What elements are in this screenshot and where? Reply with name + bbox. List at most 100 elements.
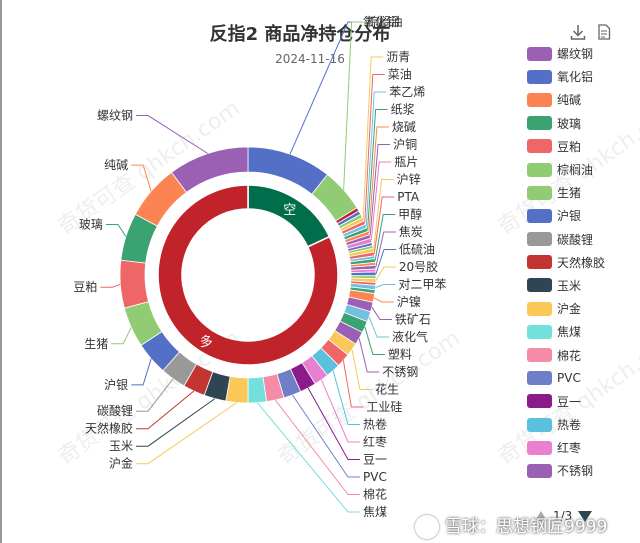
slice-label: PTA bbox=[397, 190, 420, 204]
slice-label: 玻璃 bbox=[79, 217, 103, 231]
leader-line bbox=[375, 266, 396, 281]
legend-item[interactable]: 棉花 bbox=[527, 343, 637, 366]
leader-line bbox=[136, 115, 209, 154]
slice-label: 不锈钢 bbox=[382, 365, 418, 379]
legend-item[interactable]: 生猪 bbox=[527, 181, 637, 204]
legend-item[interactable]: 天然橡胶 bbox=[527, 251, 637, 274]
legend-item[interactable]: 螺纹钢 bbox=[527, 42, 637, 65]
slice-label: 焦煤 bbox=[363, 505, 387, 519]
slice-label: 焦炭 bbox=[399, 225, 423, 239]
slice-label: 沪锌 bbox=[397, 173, 421, 187]
legend-item[interactable]: 氧化铝 bbox=[527, 65, 637, 88]
slice-label: 棉花 bbox=[363, 487, 387, 502]
slice-label: 天然橡胶 bbox=[85, 421, 133, 436]
brand-watermark: 雪球：思想钢匠9999 bbox=[415, 512, 607, 539]
leader-line bbox=[371, 306, 392, 320]
leader-line bbox=[320, 379, 360, 443]
chart-subtitle: 2024-11-16 bbox=[275, 52, 345, 66]
outer-slice[interactable] bbox=[119, 259, 149, 309]
inner-slice-long[interactable] bbox=[157, 184, 339, 366]
leader-line bbox=[292, 394, 360, 478]
legend-swatch bbox=[527, 162, 552, 177]
leader-line bbox=[105, 223, 127, 237]
slice-label: 沥青 bbox=[386, 50, 410, 64]
leader-line bbox=[364, 326, 385, 355]
legend-item[interactable]: 不锈钢 bbox=[527, 459, 637, 482]
slice-label: 纸浆 bbox=[391, 102, 415, 117]
slice-label: 花生 bbox=[375, 382, 399, 397]
leader-line bbox=[370, 161, 392, 241]
document-icon[interactable] bbox=[596, 24, 612, 40]
legend-item[interactable]: PVC bbox=[527, 367, 637, 390]
legend-item[interactable]: 豆一 bbox=[527, 390, 637, 413]
leader-line bbox=[136, 390, 195, 430]
leader-line bbox=[374, 214, 396, 261]
slice-label: 对二甲苯 bbox=[398, 278, 446, 292]
leader-line bbox=[375, 231, 396, 268]
slice-label: 瓶片 bbox=[394, 155, 418, 169]
legend-item[interactable]: 豆粕 bbox=[527, 135, 637, 158]
chart-toolbar bbox=[570, 24, 612, 40]
inner-slice-label: 多 bbox=[200, 334, 213, 350]
slice-label: 烧碱 bbox=[392, 120, 416, 134]
legend-page: 1/3 bbox=[553, 509, 573, 523]
legend-item[interactable]: 纯碱 bbox=[527, 88, 637, 111]
legend-label: PVC bbox=[557, 371, 581, 386]
leader-line bbox=[136, 398, 216, 447]
legend-swatch bbox=[527, 440, 552, 455]
snowball-logo-icon bbox=[415, 515, 439, 539]
legend-item[interactable]: 玻璃 bbox=[527, 112, 637, 135]
leader-line bbox=[375, 249, 396, 275]
legend-label: 碳酸锂 bbox=[557, 232, 594, 247]
legend-label: 纯碱 bbox=[557, 93, 582, 108]
slice-label: 碳酸锂 bbox=[97, 403, 133, 418]
legend-label: 生猪 bbox=[557, 186, 582, 201]
legend-swatch bbox=[527, 46, 552, 61]
legend-item[interactable]: 棕榈油 bbox=[527, 158, 637, 181]
slice-label: 低硫油 bbox=[399, 242, 435, 257]
legend-item[interactable]: 焦煤 bbox=[527, 320, 637, 343]
legend-label: 热卷 bbox=[557, 418, 582, 433]
left-border bbox=[0, 0, 2, 543]
leader-line bbox=[369, 144, 391, 237]
legend-label: 玻璃 bbox=[557, 116, 582, 131]
legend-swatch bbox=[527, 324, 552, 339]
leader-line bbox=[367, 109, 388, 230]
legend-swatch bbox=[527, 208, 552, 223]
legend-item[interactable]: 沪金 bbox=[527, 297, 637, 320]
leader-line bbox=[351, 349, 372, 390]
slice-label: 沪铜 bbox=[393, 137, 417, 152]
slice-label: 沪银 bbox=[104, 378, 128, 392]
slice-label: 生猪 bbox=[84, 337, 108, 351]
slice-label: 沪镍 bbox=[397, 295, 421, 309]
leader-line bbox=[373, 297, 394, 303]
legend-next-icon[interactable] bbox=[578, 510, 593, 522]
legend-swatch bbox=[527, 139, 552, 154]
slice-label: 热卷 bbox=[363, 417, 387, 432]
leader-line bbox=[307, 387, 360, 460]
leader-line bbox=[342, 360, 364, 408]
legend-item[interactable]: 沪银 bbox=[527, 204, 637, 227]
slice-label: 20号胶 bbox=[399, 259, 438, 274]
legend-swatch bbox=[527, 69, 552, 84]
legend-item[interactable]: 红枣 bbox=[527, 436, 637, 459]
leader-line bbox=[365, 91, 387, 227]
legend-swatch bbox=[527, 278, 552, 293]
outer-slice[interactable] bbox=[171, 146, 249, 193]
slice-label: 棕榈油 bbox=[367, 14, 403, 29]
legend-item[interactable]: 玉米 bbox=[527, 274, 637, 297]
download-icon[interactable] bbox=[570, 24, 586, 40]
legend-prev-icon[interactable] bbox=[535, 511, 547, 521]
outer-slice[interactable] bbox=[247, 376, 268, 404]
legend-item[interactable]: 热卷 bbox=[527, 413, 637, 436]
slice-label: 工业硅 bbox=[366, 400, 402, 414]
leader-line bbox=[368, 126, 389, 234]
legend: 螺纹钢 氧化铝纯碱玻璃豆粕 棕榈油生猪沪银碳酸锂天然橡胶 玉米 沪金 焦煤 棉花 PVC 豆一热… bbox=[527, 42, 637, 483]
outer-slice[interactable] bbox=[350, 271, 377, 277]
legend-item[interactable]: 碳酸锂 bbox=[527, 228, 637, 251]
leader-line bbox=[373, 196, 395, 254]
leader-line bbox=[111, 327, 132, 345]
